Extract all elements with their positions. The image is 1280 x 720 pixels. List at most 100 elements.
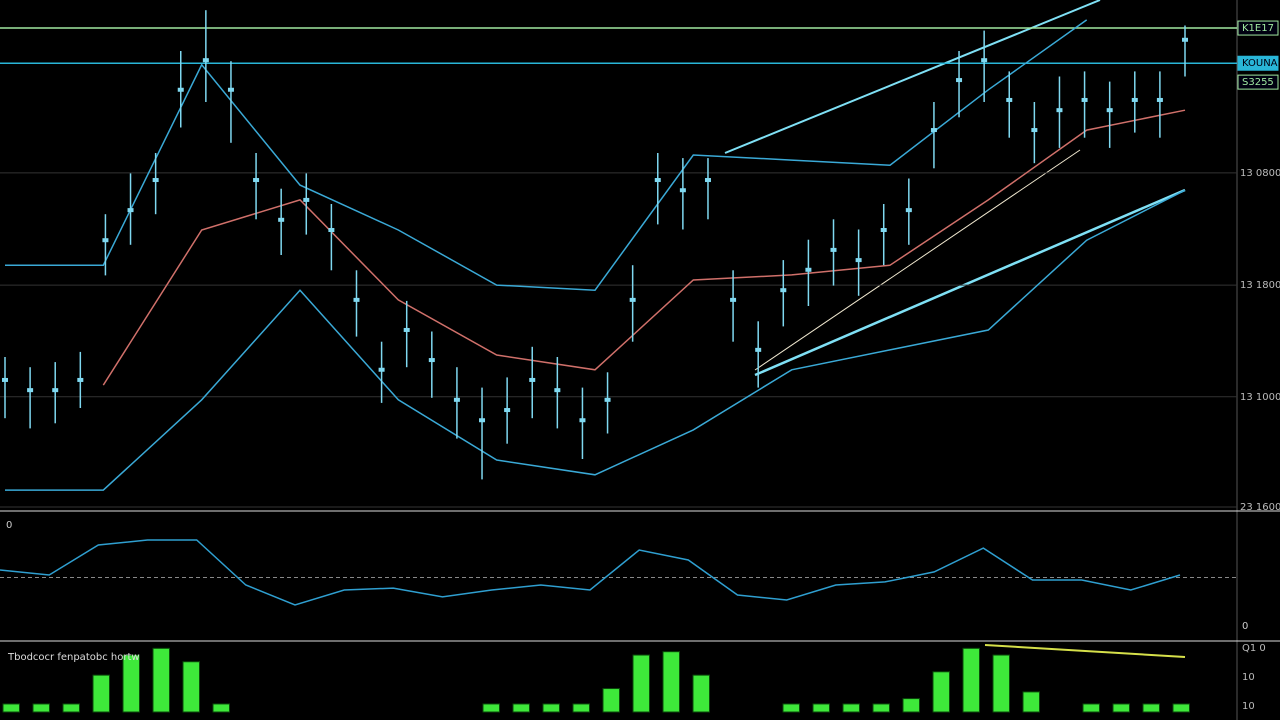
candle-close [378, 367, 385, 372]
candle-close [529, 377, 536, 382]
panel-label: 0 [1242, 621, 1248, 632]
candle-close [956, 78, 963, 83]
price-tag-label: S3255 [1242, 77, 1274, 88]
candle-close [930, 128, 937, 133]
histogram-bar [152, 647, 170, 713]
candle-close [704, 178, 711, 183]
candle-close [227, 87, 234, 92]
candle-close [730, 297, 737, 302]
price-tag-label: KOUNA [1242, 58, 1278, 69]
candle-close [353, 297, 360, 302]
price-tag-label: K1E17 [1242, 23, 1274, 34]
candle-close [755, 347, 762, 352]
candle-close [428, 358, 435, 363]
band-line [5, 189, 1186, 491]
candle-close [880, 228, 887, 233]
candle-close [52, 388, 59, 393]
candle-close [2, 377, 8, 382]
candle-close [629, 297, 636, 302]
candle-close [1056, 108, 1063, 113]
panel-title: Tbodcocr fenpatobc hortw [7, 652, 140, 663]
trend-line[interactable] [754, 149, 1081, 371]
price-tag-box [1237, 55, 1279, 71]
candle-close [102, 238, 109, 243]
y-tick-label: 13 1800 [1240, 280, 1280, 291]
histogram-bar [1082, 703, 1100, 713]
histogram-bar [572, 703, 590, 713]
candle-close [453, 397, 460, 402]
candle-close [253, 178, 260, 183]
y-tick-label: 23 1600 [1240, 502, 1280, 513]
candle-close [780, 288, 787, 293]
histogram-bar [992, 654, 1010, 713]
candle-close [679, 188, 686, 193]
histogram-bar [212, 703, 230, 713]
trend-line[interactable] [754, 188, 1186, 377]
candle-close [303, 197, 310, 202]
axis-label: 10 [1242, 701, 1255, 712]
candle-close [1106, 108, 1113, 113]
panel-label: 0 [6, 520, 12, 531]
histogram-bar [602, 688, 620, 713]
price-tag-box [1237, 20, 1279, 36]
candle-close [1006, 97, 1013, 102]
oscillator-line [0, 539, 1181, 606]
histogram-bar [122, 654, 140, 713]
band-line [102, 109, 1186, 386]
histogram-bar [1022, 691, 1040, 713]
candle-close [554, 388, 561, 393]
histogram-bar [92, 674, 110, 713]
candle-close [77, 377, 84, 382]
candle-close [1031, 128, 1038, 133]
y-tick-label: 13 1000 [1240, 392, 1280, 403]
histogram-bar [182, 661, 200, 713]
histogram-bar [32, 703, 50, 713]
histogram-bar [482, 703, 500, 713]
candle-close [905, 208, 912, 213]
candle-close [479, 418, 486, 423]
divergence-line[interactable] [984, 644, 1186, 658]
candle-close [805, 267, 812, 272]
histogram-bar [512, 703, 530, 713]
candle-close [328, 228, 335, 233]
axis-label: Q1 0 [1242, 643, 1266, 654]
candle-close [654, 178, 661, 183]
histogram-bar [782, 703, 800, 713]
candle-close [579, 418, 586, 423]
candle-close [1081, 97, 1088, 102]
band-line [5, 19, 1088, 291]
histogram-bar [812, 703, 830, 713]
candle-close [1182, 37, 1188, 42]
histogram-bar [1142, 703, 1160, 713]
histogram-bar [932, 671, 950, 713]
trend-line[interactable] [724, 0, 1101, 154]
candle-close [27, 388, 34, 393]
candle-close [504, 408, 511, 413]
histogram-bar [62, 703, 80, 713]
histogram-bar [1172, 703, 1190, 713]
histogram-bar [692, 674, 710, 713]
candle-close [127, 208, 134, 213]
histogram-bar [842, 703, 860, 713]
candle-close [1156, 97, 1163, 102]
y-tick-label: 13 0800 [1240, 168, 1280, 179]
candle-close [1131, 97, 1138, 102]
candle-close [202, 58, 209, 63]
histogram-bar [662, 651, 680, 713]
candle-close [278, 217, 285, 222]
histogram-bar [902, 698, 920, 713]
axis-label: 10 [1242, 672, 1255, 683]
candle-close [152, 178, 159, 183]
histogram-bar [542, 703, 560, 713]
histogram-bar [2, 703, 20, 713]
price-tag-box [1237, 74, 1279, 90]
candle-close [981, 58, 988, 63]
histogram-bar [632, 654, 650, 713]
candle-close [403, 327, 410, 332]
candle-close [604, 397, 611, 402]
candle-close [177, 87, 184, 92]
candle-close [830, 247, 837, 252]
